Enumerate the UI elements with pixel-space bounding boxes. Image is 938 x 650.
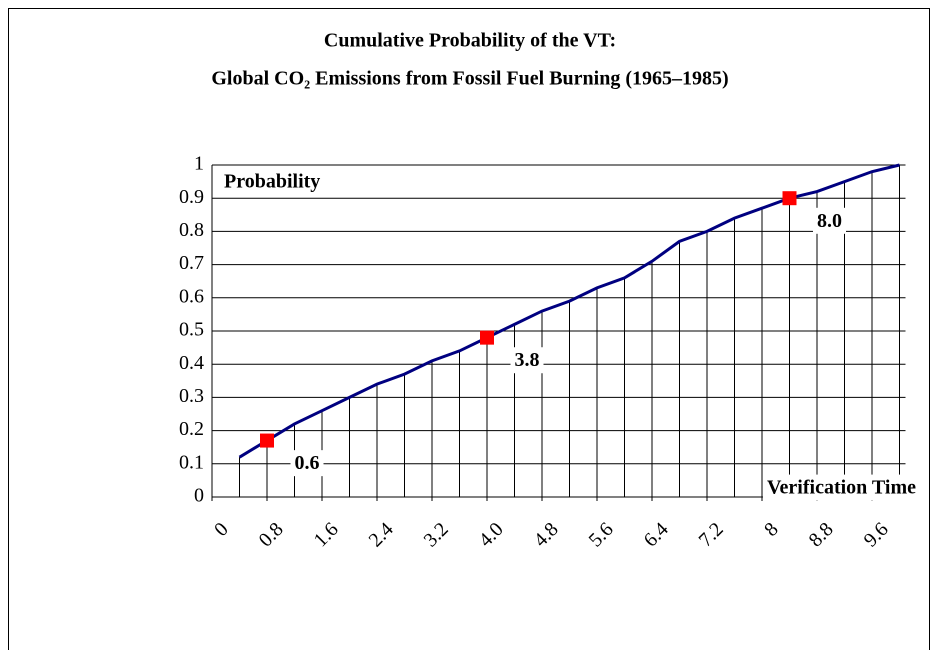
- x-tick-label: 0: [210, 518, 233, 541]
- y-tick-label: 0.9: [179, 186, 204, 208]
- x-axis-title: Verification Time: [767, 477, 916, 499]
- x-tick-label: 7.2: [695, 518, 728, 551]
- y-tick-label: 0.1: [179, 451, 204, 473]
- y-tick-label: 0: [194, 485, 204, 507]
- chart-title: Cumulative Probability of the VT:: [324, 30, 616, 52]
- x-tick-label: 2.4: [365, 518, 398, 551]
- annotation-marker: [782, 191, 797, 206]
- y-tick-label: 0.8: [179, 219, 204, 241]
- annotation-label-group: 3.8: [510, 347, 544, 374]
- x-axis-title-group: Verification Time: [762, 474, 921, 501]
- y-axis-title-bg: [220, 168, 325, 195]
- chart-subtitle: Global CO₂ Emissions from Fossil Fuel Bu…: [211, 68, 728, 90]
- y-axis-title-group: Probability: [220, 168, 325, 195]
- annotation-marker: [480, 330, 494, 345]
- y-tick-label: 0.6: [179, 285, 204, 307]
- annotation-label-bg: [510, 347, 544, 374]
- x-tick-label: 4.8: [530, 518, 563, 551]
- x-axis-title-bg: [762, 474, 921, 501]
- x-tick-label: 6.4: [640, 518, 673, 551]
- y-tick-label: 0.2: [179, 418, 204, 440]
- annotation-label-bg: [813, 207, 846, 234]
- annotation-label-group: 0.6: [290, 450, 324, 477]
- annotation-label: 8.0: [817, 210, 842, 232]
- y-tick-label: 0.3: [179, 385, 204, 407]
- y-tick-label: 1: [194, 153, 204, 175]
- x-tick-label: 8.8: [805, 518, 838, 551]
- chart-frame: [8, 8, 930, 650]
- annotation-label: 0.6: [295, 452, 320, 474]
- x-tick-label: 5.6: [585, 518, 618, 551]
- x-tick-label: 9.6: [860, 518, 893, 551]
- x-tick-label: 0.8: [255, 518, 288, 551]
- y-tick-label: 0.7: [179, 252, 204, 274]
- x-tick-label: 1.6: [310, 518, 343, 551]
- y-tick-label: 0.5: [179, 319, 204, 341]
- x-tick-label: 4.0: [475, 518, 508, 551]
- annotation-label-group: 8.0: [813, 207, 846, 234]
- y-axis-title: Probability: [224, 171, 320, 193]
- y-tick-label: 0.4: [179, 352, 204, 374]
- x-tick-label: 3.2: [420, 518, 453, 551]
- annotation-label: 3.8: [515, 349, 540, 371]
- annotation-label-bg: [290, 450, 324, 477]
- x-tick-label: 8: [760, 518, 783, 541]
- annotation-marker: [260, 433, 274, 448]
